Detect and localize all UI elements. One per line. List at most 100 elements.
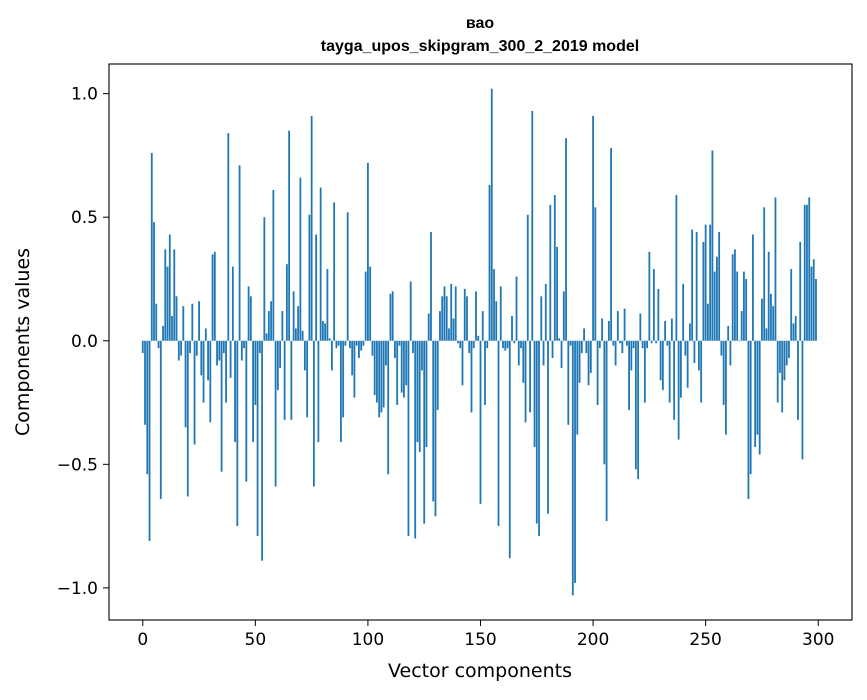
bar — [758, 340, 761, 455]
bar — [405, 340, 408, 386]
bar — [673, 340, 676, 420]
bar — [385, 340, 387, 366]
bar — [333, 202, 336, 341]
bar — [716, 256, 718, 341]
bar — [493, 269, 495, 341]
bar — [448, 328, 450, 341]
bar — [387, 340, 390, 475]
bar — [430, 232, 432, 341]
bar — [369, 266, 372, 341]
bar — [463, 288, 466, 341]
bar — [616, 311, 619, 341]
bar — [189, 340, 191, 354]
x-tick-label: 300 — [802, 630, 834, 650]
bar — [326, 269, 329, 341]
bar — [321, 321, 324, 341]
x-tick-label: 50 — [245, 630, 267, 650]
bar — [596, 340, 599, 406]
bar — [790, 269, 793, 341]
bar — [423, 340, 426, 524]
bar — [700, 340, 703, 403]
bar — [425, 340, 428, 448]
bar — [418, 340, 421, 452]
bar — [533, 340, 536, 448]
bar — [180, 340, 182, 356]
bar — [175, 296, 178, 341]
bar — [736, 271, 739, 341]
bar — [549, 204, 552, 341]
bar — [256, 340, 259, 536]
bar — [265, 333, 268, 341]
bar — [484, 340, 486, 406]
bar — [569, 340, 572, 346]
bar — [166, 266, 169, 341]
bar — [297, 306, 300, 341]
bar — [623, 308, 626, 341]
bar — [281, 311, 284, 341]
bar — [745, 278, 748, 341]
bar — [682, 283, 685, 341]
bar — [245, 340, 248, 482]
bar — [625, 340, 628, 346]
bar — [664, 321, 667, 341]
bar — [312, 340, 315, 487]
bar — [290, 340, 293, 420]
bar — [756, 340, 759, 435]
bar — [637, 340, 640, 480]
bar — [639, 313, 642, 341]
bar — [657, 288, 660, 341]
bar — [801, 340, 804, 460]
bar — [661, 340, 664, 391]
bar — [243, 340, 245, 349]
bar — [506, 340, 509, 349]
bar — [643, 340, 646, 403]
bar — [353, 340, 356, 398]
bar — [551, 340, 554, 359]
bar — [743, 271, 745, 341]
plot-area-frame — [108, 63, 853, 621]
bar — [144, 340, 146, 425]
bar — [803, 204, 806, 341]
bar — [574, 340, 576, 583]
x-axis-label: Vector components — [388, 660, 572, 682]
bar — [522, 340, 525, 383]
bar — [725, 340, 727, 435]
bar — [571, 340, 574, 596]
bar — [619, 340, 621, 344]
bar — [517, 340, 520, 366]
bar — [344, 340, 347, 346]
bar — [202, 340, 205, 403]
bar — [141, 340, 144, 354]
bar — [378, 340, 381, 418]
bar — [542, 340, 545, 366]
bar — [544, 283, 547, 341]
bar — [191, 303, 194, 341]
bar — [177, 340, 180, 361]
bar — [459, 340, 462, 349]
bar — [310, 115, 313, 341]
bar — [416, 340, 419, 443]
bar — [497, 340, 500, 527]
bar — [457, 340, 459, 344]
bar — [659, 340, 662, 381]
bar — [225, 340, 227, 403]
bar — [358, 340, 360, 359]
bar — [236, 340, 239, 527]
bar — [565, 138, 567, 341]
bar — [605, 340, 608, 522]
bar — [713, 271, 716, 341]
bar — [373, 340, 376, 396]
bar — [547, 340, 549, 514]
bar — [466, 296, 468, 341]
bar-series — [141, 88, 817, 596]
bar — [655, 340, 658, 344]
bar — [707, 303, 709, 341]
bar — [454, 286, 457, 341]
bar — [209, 340, 212, 423]
bar — [283, 340, 286, 420]
bar — [450, 283, 453, 341]
bar — [603, 340, 606, 465]
bar — [168, 234, 171, 341]
bar — [403, 340, 405, 398]
bar — [594, 207, 597, 341]
